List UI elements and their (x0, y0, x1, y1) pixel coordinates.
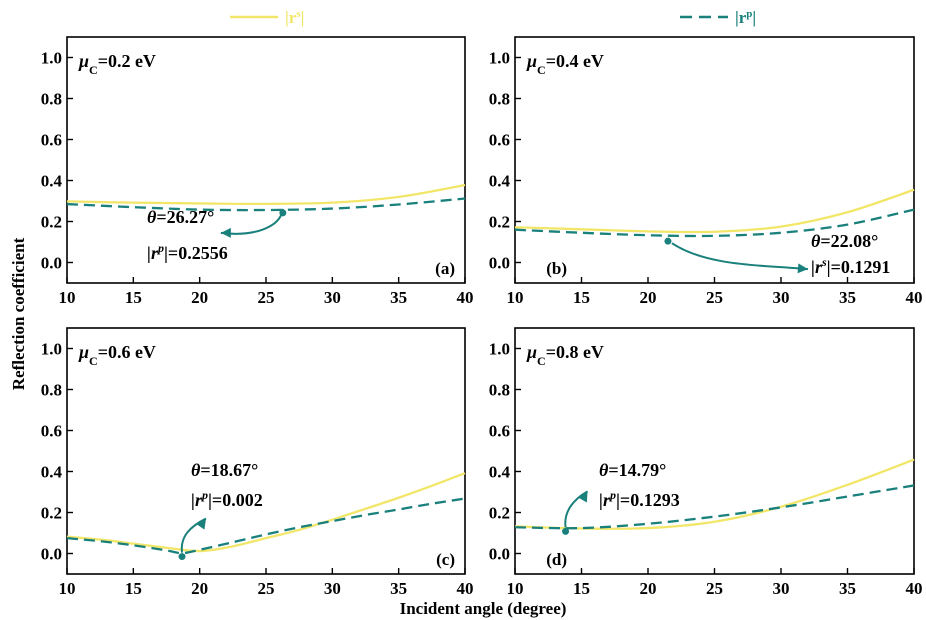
y-tick-label: 0.2 (489, 504, 510, 523)
plot-frame (67, 37, 465, 283)
x-tick-label: 30 (324, 579, 341, 598)
y-tick-label: 0.2 (489, 213, 510, 232)
x-tick-label: 20 (191, 288, 208, 307)
annotation-arrow (672, 243, 808, 269)
series-rs-line (515, 190, 914, 232)
x-tick-label: 35 (390, 579, 407, 598)
annotation-r-value: |rp|=0.1293 (599, 488, 680, 510)
annotation-point (664, 238, 671, 245)
x-axis-title: Incident angle (degree) (400, 599, 567, 618)
y-tick-label: 0.8 (41, 90, 62, 109)
annotation-theta: θ=14.79° (599, 460, 666, 480)
x-tick-label: 25 (258, 579, 275, 598)
y-tick-label: 0.8 (489, 90, 510, 109)
annotation-theta: θ=18.67° (191, 460, 258, 480)
panels: 10 15 20 25 30 35 40 0.0 0.2 0.4 0.6 0.8 1.0 μC=0.2 e… (41, 37, 923, 598)
y-tick-label: 0.2 (41, 213, 62, 232)
panel-c: 10 15 20 25 30 35 40 0.0 0.2 0.4 0.6 0.8 1.0 μC=0.6 e… (41, 328, 474, 598)
y-tick-label: 0.0 (41, 545, 62, 564)
y-tick-label: 0.6 (489, 422, 510, 441)
y-tick-label: 0.2 (41, 504, 62, 523)
legend: |rs| |rp| (230, 8, 756, 27)
mu-label: μC=0.2 eV (78, 51, 156, 77)
x-tick-label: 20 (640, 288, 657, 307)
y-tick-label: 1.0 (489, 340, 510, 359)
mu-label: μC=0.6 eV (78, 342, 156, 368)
panel-label: (b) (546, 259, 567, 278)
y-tick-label: 0.6 (41, 131, 62, 150)
y-tick-label: 0.6 (489, 131, 510, 150)
x-tick-label: 35 (839, 288, 856, 307)
series-rs-line (67, 185, 465, 204)
x-tick-label: 15 (125, 579, 142, 598)
x-tick-label: 25 (706, 288, 723, 307)
panel-d: 10 15 20 25 30 35 40 0.0 0.2 0.4 0.6 0.8 1.0 μC=0.8 e… (489, 328, 923, 598)
x-tick-label: 10 (59, 288, 76, 307)
y-tick-label: 1.0 (489, 49, 510, 68)
panel-label: (c) (436, 550, 455, 569)
x-tick-label: 10 (507, 288, 524, 307)
annotation-arrowhead (798, 263, 809, 274)
x-tick-label: 40 (906, 579, 923, 598)
legend-label-rp: |rp| (735, 8, 756, 27)
y-tick-label: 0.4 (41, 463, 63, 482)
panel-label: (a) (435, 259, 455, 278)
annotation-point (562, 528, 569, 535)
annotation-theta: θ=22.08° (811, 231, 878, 251)
annotation-theta: θ=26.27° (147, 207, 214, 227)
mu-label: μC=0.8 eV (526, 342, 604, 368)
y-tick-label: 0.8 (489, 381, 510, 400)
x-tick-label: 40 (457, 579, 474, 598)
series-rs-line (515, 460, 914, 529)
y-tick-label: 1.0 (41, 340, 62, 359)
annotation-r-value: |rs|=0.1291 (811, 255, 890, 277)
x-tick-label: 10 (507, 579, 524, 598)
x-tick-label: 15 (573, 579, 590, 598)
x-tick-label: 40 (906, 288, 923, 307)
x-tick-label: 25 (258, 288, 275, 307)
x-tick-label: 20 (640, 579, 657, 598)
y-tick-label: 0.0 (41, 254, 62, 273)
y-tick-label: 1.0 (41, 49, 62, 68)
x-tick-label: 20 (191, 579, 208, 598)
y-axis-title: Reflection coefficient (9, 237, 28, 390)
panel-b: 10 15 20 25 30 35 40 0.0 0.2 0.4 0.6 0.8 1.0 μC=0.4 e… (489, 37, 923, 307)
plot-frame (515, 328, 914, 574)
annotation-r-value: |rp|=0.2556 (147, 241, 228, 263)
annotation-r-value: |rp|=0.002 (191, 488, 263, 510)
y-tick-label: 0.0 (489, 254, 510, 273)
annotation-point (279, 209, 286, 216)
x-tick-label: 30 (773, 288, 790, 307)
x-tick-label: 30 (773, 579, 790, 598)
panel-label: (d) (546, 550, 567, 569)
y-tick-label: 0.4 (489, 172, 511, 191)
x-tick-label: 35 (839, 579, 856, 598)
x-tick-label: 25 (706, 579, 723, 598)
y-tick-label: 0.4 (41, 172, 63, 191)
series-rp-line (67, 499, 465, 554)
x-tick-label: 10 (59, 579, 76, 598)
annotation-arrowhead (221, 228, 231, 238)
series-rs-line (67, 473, 465, 551)
panel-a: 10 15 20 25 30 35 40 0.0 0.2 0.4 0.6 0.8 1.0 μC=0.2 e… (41, 37, 474, 307)
x-tick-label: 15 (573, 288, 590, 307)
annotation-point (179, 553, 186, 560)
legend-label-rs: |rs| (285, 8, 304, 27)
x-tick-label: 40 (457, 288, 474, 307)
y-tick-label: 0.0 (489, 545, 510, 564)
y-tick-label: 0.4 (489, 463, 511, 482)
mu-label: μC=0.4 eV (526, 51, 604, 77)
x-tick-label: 15 (125, 288, 142, 307)
x-tick-label: 30 (324, 288, 341, 307)
y-tick-label: 0.6 (41, 422, 62, 441)
x-tick-label: 35 (390, 288, 407, 307)
y-tick-label: 0.8 (41, 381, 62, 400)
